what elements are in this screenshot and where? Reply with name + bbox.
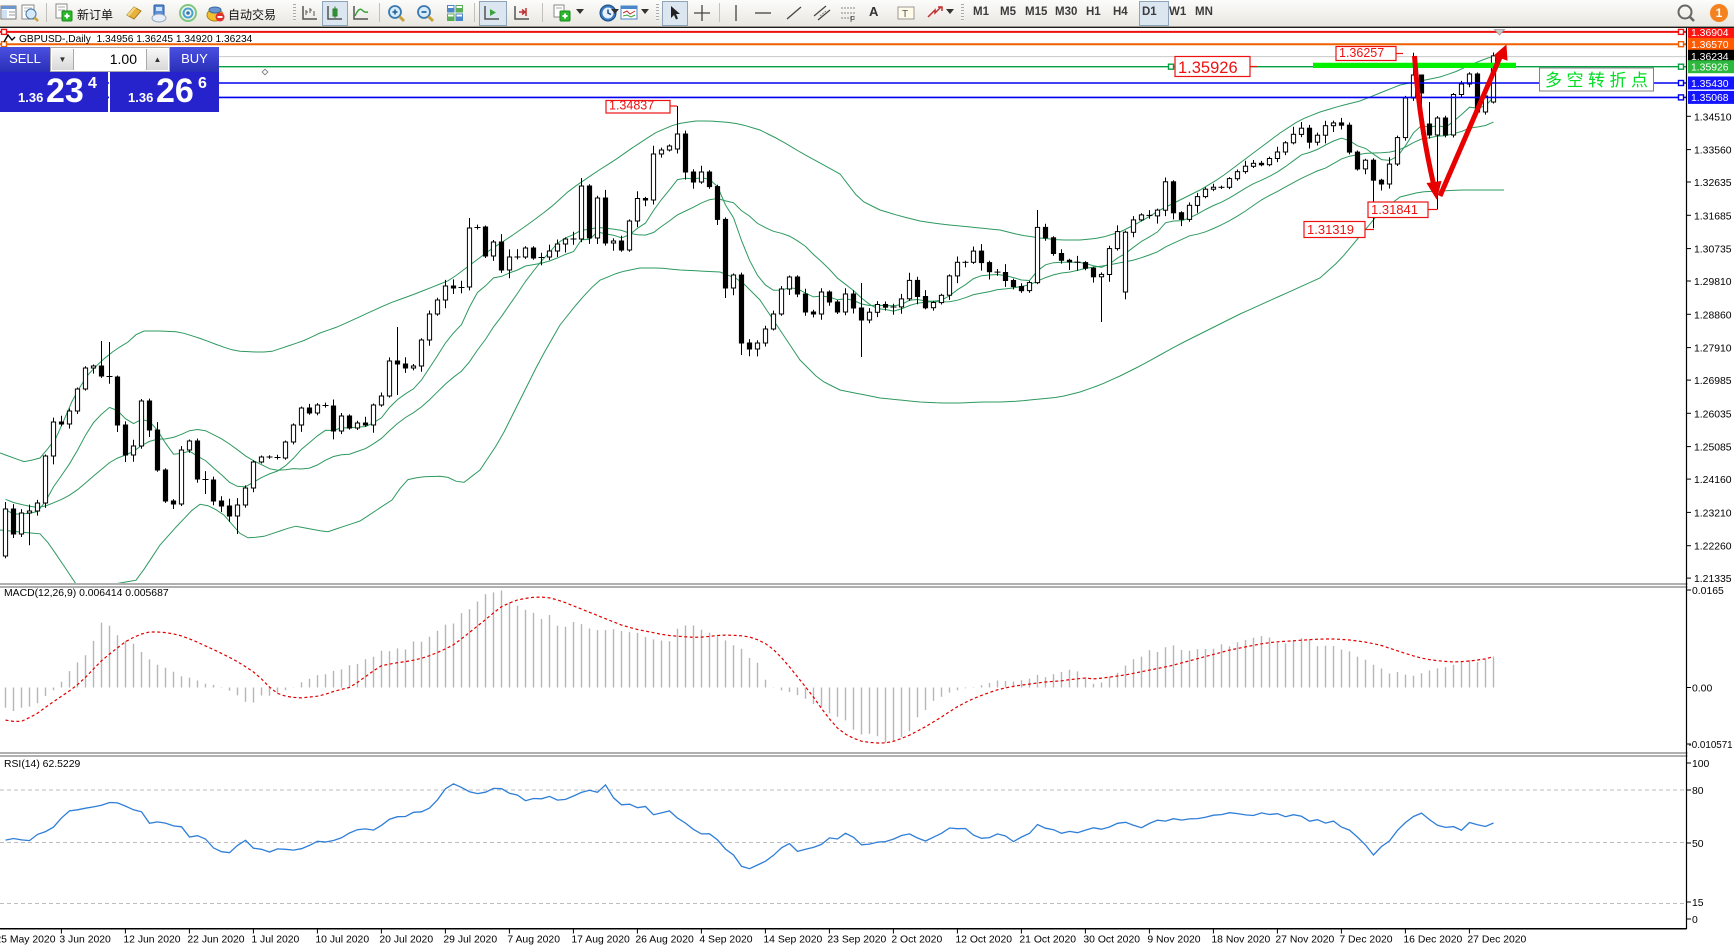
svg-text:22 Jun 2020: 22 Jun 2020 [187, 934, 244, 945]
svg-text:20 Jul 2020: 20 Jul 2020 [379, 934, 433, 945]
svg-text:14 Sep 2020: 14 Sep 2020 [763, 934, 822, 945]
svg-text:30 Oct 2020: 30 Oct 2020 [1083, 934, 1140, 945]
svg-text:29 Jul 2020: 29 Jul 2020 [443, 934, 497, 945]
svg-text:0.00: 0.00 [1692, 684, 1712, 695]
svg-text:RSI(14) 62.5229: RSI(14) 62.5229 [4, 759, 80, 770]
svg-text:1.31841: 1.31841 [1371, 202, 1418, 217]
svg-text:1.36257: 1.36257 [1339, 46, 1384, 60]
svg-text:17 Aug 2020: 17 Aug 2020 [571, 934, 630, 945]
svg-text:1.27910: 1.27910 [1694, 344, 1732, 355]
svg-text:1.35068: 1.35068 [1691, 93, 1729, 104]
svg-text:MACD(12,26,9) 0.006414 0.00568: MACD(12,26,9) 0.006414 0.005687 [4, 588, 169, 599]
svg-text:0: 0 [1692, 915, 1698, 926]
svg-text:27 Nov 2020: 27 Nov 2020 [1275, 934, 1334, 945]
svg-text:1.35430: 1.35430 [1691, 79, 1729, 90]
svg-text:1.25085: 1.25085 [1694, 443, 1732, 454]
svg-text:F: F [850, 15, 855, 23]
svg-text:7 Aug 2020: 7 Aug 2020 [507, 934, 560, 945]
svg-text:1 Jul 2020: 1 Jul 2020 [251, 934, 299, 945]
svg-text:50: 50 [1692, 839, 1704, 850]
svg-text:1.34510: 1.34510 [1694, 112, 1732, 123]
svg-text:多空转折点: 多空转折点 [1545, 71, 1648, 90]
svg-text:21 Oct 2020: 21 Oct 2020 [1019, 934, 1076, 945]
svg-text:1.23210: 1.23210 [1694, 508, 1732, 519]
svg-text:1.30735: 1.30735 [1694, 245, 1732, 256]
svg-text:12 Oct 2020: 12 Oct 2020 [955, 934, 1012, 945]
svg-text:1.36570: 1.36570 [1691, 40, 1729, 51]
svg-text:1.26985: 1.26985 [1694, 376, 1732, 387]
svg-text:1.22260: 1.22260 [1694, 542, 1732, 553]
svg-text:3 Jun 2020: 3 Jun 2020 [59, 934, 111, 945]
svg-text:25 May 2020: 25 May 2020 [0, 934, 56, 945]
svg-text:1.31319: 1.31319 [1307, 222, 1354, 237]
svg-text:1.36234: 1.36234 [1691, 52, 1729, 63]
svg-text:1.21335: 1.21335 [1694, 574, 1732, 585]
svg-text:80: 80 [1692, 786, 1704, 797]
svg-text:0.0165: 0.0165 [1692, 586, 1724, 597]
svg-text:1.28860: 1.28860 [1694, 310, 1732, 321]
svg-text:15: 15 [1692, 898, 1704, 909]
svg-text:27 Dec 2020: 27 Dec 2020 [1467, 934, 1526, 945]
svg-text:1.35926: 1.35926 [1691, 63, 1729, 74]
svg-text:7 Dec 2020: 7 Dec 2020 [1339, 934, 1392, 945]
svg-text:-0.010571: -0.010571 [1689, 740, 1733, 751]
svg-text:1.31685: 1.31685 [1694, 211, 1732, 222]
svg-text:1.24160: 1.24160 [1694, 475, 1732, 486]
svg-text:T: T [902, 9, 908, 20]
svg-text:1.29810: 1.29810 [1694, 277, 1732, 288]
svg-text:16 Dec 2020: 16 Dec 2020 [1403, 934, 1462, 945]
svg-text:23 Sep 2020: 23 Sep 2020 [827, 934, 886, 945]
svg-text:1.35926: 1.35926 [1178, 59, 1238, 77]
svg-text:4 Sep 2020: 4 Sep 2020 [699, 934, 752, 945]
svg-text:9 Nov 2020: 9 Nov 2020 [1147, 934, 1200, 945]
svg-text:100: 100 [1692, 759, 1710, 770]
svg-text:18 Nov 2020: 18 Nov 2020 [1211, 934, 1270, 945]
svg-text:1.34837: 1.34837 [609, 99, 654, 113]
svg-text:26 Aug 2020: 26 Aug 2020 [635, 934, 694, 945]
svg-text:12 Jun 2020: 12 Jun 2020 [123, 934, 180, 945]
svg-text:1.36904: 1.36904 [1691, 28, 1729, 39]
svg-text:1.26035: 1.26035 [1694, 409, 1732, 420]
svg-text:10 Jul 2020: 10 Jul 2020 [315, 934, 369, 945]
svg-text:2 Oct 2020: 2 Oct 2020 [891, 934, 942, 945]
svg-text:1.32635: 1.32635 [1694, 178, 1732, 189]
svg-text:1.33560: 1.33560 [1694, 146, 1732, 157]
svg-text:GBPUSD-,Daily 1.34956 1.36245: GBPUSD-,Daily 1.34956 1.36245 1.34920 1.… [19, 34, 253, 45]
